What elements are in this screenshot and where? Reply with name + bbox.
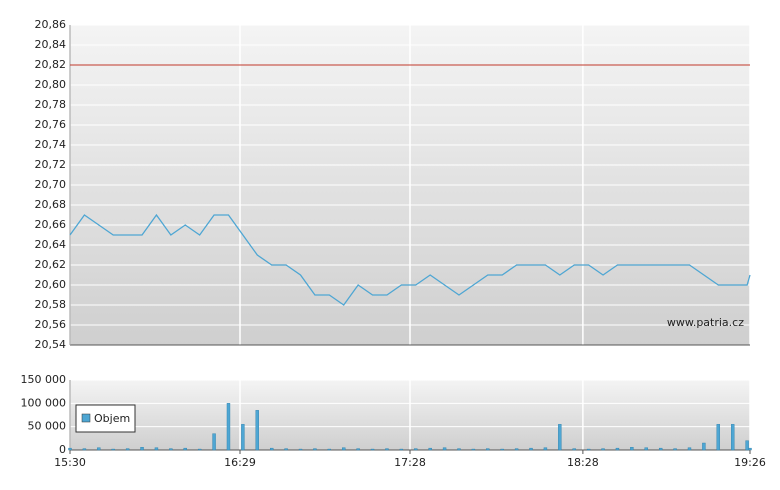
y-tick-label: 50 000 xyxy=(28,420,67,433)
volume-bar xyxy=(442,447,447,451)
volume-bar xyxy=(226,403,231,451)
y-tick-label: 20,54 xyxy=(35,338,67,351)
volume-bar xyxy=(572,448,576,451)
volume-bar xyxy=(82,448,87,451)
volume-bar xyxy=(558,424,562,451)
volume-bar xyxy=(313,448,317,451)
volume-bar xyxy=(543,447,548,451)
watermark: www.patria.cz xyxy=(667,316,744,329)
volume-bar xyxy=(212,433,216,451)
volume-bar xyxy=(428,447,432,451)
y-tick-label: 20,72 xyxy=(35,158,67,171)
volume-bar xyxy=(644,447,648,451)
legend-swatch xyxy=(81,413,91,423)
y-tick-label: 20,56 xyxy=(35,318,67,331)
volume-bar xyxy=(414,448,418,451)
y-tick-label: 20,64 xyxy=(35,238,67,251)
y-tick-label: 20,58 xyxy=(35,298,67,311)
volume-bar xyxy=(486,448,490,451)
volume-bar xyxy=(615,447,620,451)
x-tick-label: 18:28 xyxy=(567,456,599,469)
y-tick-label: 20,74 xyxy=(35,138,67,151)
x-tick-label: 19:26 xyxy=(734,456,766,469)
volume-bar xyxy=(241,424,245,451)
volume-bar xyxy=(169,448,173,451)
volume-bar xyxy=(514,448,519,451)
volume-bar xyxy=(702,442,706,451)
x-tick-label: 16:29 xyxy=(224,456,256,469)
volume-bar xyxy=(197,448,202,451)
volume-bar xyxy=(471,448,476,451)
volume-bar xyxy=(298,448,303,451)
y-tick-label: 150 000 xyxy=(21,373,67,386)
volume-bar xyxy=(125,448,130,451)
volume-bar xyxy=(356,448,360,451)
volume-bar xyxy=(687,447,692,451)
volume-bar xyxy=(630,447,634,451)
volume-bar xyxy=(140,447,144,451)
y-tick-label: 20,82 xyxy=(35,58,67,71)
volume-bar xyxy=(370,448,375,451)
y-tick-label: 20,86 xyxy=(35,18,67,31)
volume-bar xyxy=(111,448,115,451)
volume-bar xyxy=(457,448,461,451)
volume-bar xyxy=(399,448,404,451)
volume-bar xyxy=(269,447,274,451)
y-tick-label: 20,70 xyxy=(35,178,67,191)
volume-bar xyxy=(748,447,752,451)
volume-bar xyxy=(154,447,159,451)
volume-bar xyxy=(673,448,677,451)
volume-bar xyxy=(255,410,259,451)
x-tick-label: 17:28 xyxy=(394,456,426,469)
y-tick-label: 20,80 xyxy=(35,78,67,91)
y-tick-label: 20,66 xyxy=(35,218,67,231)
y-tick-label: 20,76 xyxy=(35,118,67,131)
volume-bar xyxy=(284,448,288,451)
volume-bar xyxy=(529,447,533,451)
volume-bar xyxy=(601,448,605,451)
volume-bar xyxy=(745,440,749,451)
volume-bar xyxy=(342,447,346,451)
volume-bar xyxy=(586,448,591,451)
volume-bar xyxy=(385,448,389,451)
volume-bar xyxy=(731,424,735,451)
volume-bar xyxy=(500,448,504,451)
x-tick-label: 15:30 xyxy=(54,456,86,469)
volume-bar xyxy=(327,448,332,451)
volume-bar xyxy=(97,447,101,451)
volume-bar xyxy=(716,424,721,451)
y-tick-label: 20,60 xyxy=(35,278,67,291)
y-tick-label: 20,84 xyxy=(35,38,67,51)
volume-bar xyxy=(68,447,72,451)
y-tick-label: 20,62 xyxy=(35,258,67,271)
legend-label: Objem xyxy=(94,412,130,425)
y-tick-label: 20,68 xyxy=(35,198,67,211)
price-line xyxy=(69,213,751,306)
y-tick-label: 0 xyxy=(59,443,66,456)
volume-bar xyxy=(658,447,663,451)
y-tick-label: 20,78 xyxy=(35,98,67,111)
y-tick-label: 100 000 xyxy=(21,396,67,409)
volume-bar xyxy=(183,447,187,451)
